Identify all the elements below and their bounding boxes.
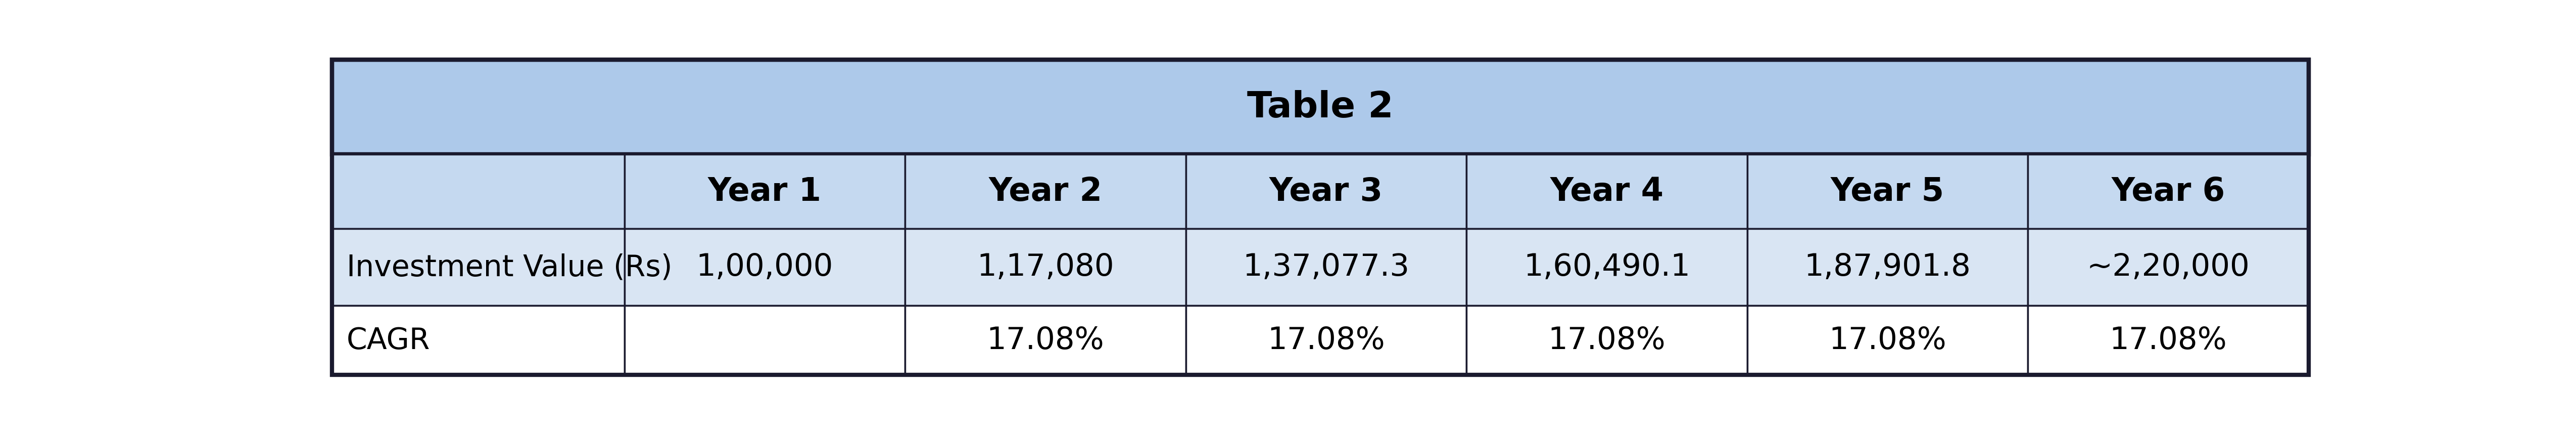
Text: 17.08%: 17.08% [1829, 325, 1947, 355]
Text: Year 4: Year 4 [1551, 176, 1664, 207]
Bar [1747, 306, 2027, 375]
Text: 1,17,080: 1,17,080 [976, 252, 1113, 282]
Bar [904, 229, 1185, 306]
Text: Year 2: Year 2 [989, 176, 1103, 207]
Text: 17.08%: 17.08% [2110, 325, 2228, 355]
Text: ~2,20,000: ~2,20,000 [2087, 252, 2249, 282]
Bar [2027, 306, 2308, 375]
Bar [904, 155, 1185, 229]
Bar [1185, 229, 1466, 306]
Bar [2027, 229, 2308, 306]
Bar [1185, 306, 1466, 375]
Bar [1466, 155, 1747, 229]
Bar [1466, 306, 1747, 375]
Bar [332, 229, 623, 306]
Text: Investment Value (Rs): Investment Value (Rs) [345, 253, 672, 281]
Bar [2027, 155, 2308, 229]
Text: CAGR: CAGR [345, 326, 430, 355]
Bar [1747, 229, 2027, 306]
Bar [1185, 155, 1466, 229]
Text: 1,00,000: 1,00,000 [696, 252, 832, 282]
Bar [623, 155, 904, 229]
Text: 1,87,901.8: 1,87,901.8 [1803, 252, 1971, 282]
Text: Year 1: Year 1 [708, 176, 822, 207]
Text: Year 3: Year 3 [1270, 176, 1383, 207]
Bar [623, 229, 904, 306]
Text: 1,37,077.3: 1,37,077.3 [1242, 252, 1409, 282]
Text: 17.08%: 17.08% [987, 325, 1105, 355]
Text: 1,60,490.1: 1,60,490.1 [1522, 252, 1690, 282]
Text: Year 6: Year 6 [2112, 176, 2226, 207]
Bar [1747, 155, 2027, 229]
Bar [332, 155, 623, 229]
Bar [332, 60, 2308, 155]
Bar [904, 306, 1185, 375]
Text: 17.08%: 17.08% [1267, 325, 1386, 355]
Bar [623, 306, 904, 375]
Text: Table 2: Table 2 [1247, 90, 1394, 125]
Text: Year 5: Year 5 [1832, 176, 1945, 207]
Bar [332, 306, 623, 375]
Text: 17.08%: 17.08% [1548, 325, 1667, 355]
Bar [1466, 229, 1747, 306]
